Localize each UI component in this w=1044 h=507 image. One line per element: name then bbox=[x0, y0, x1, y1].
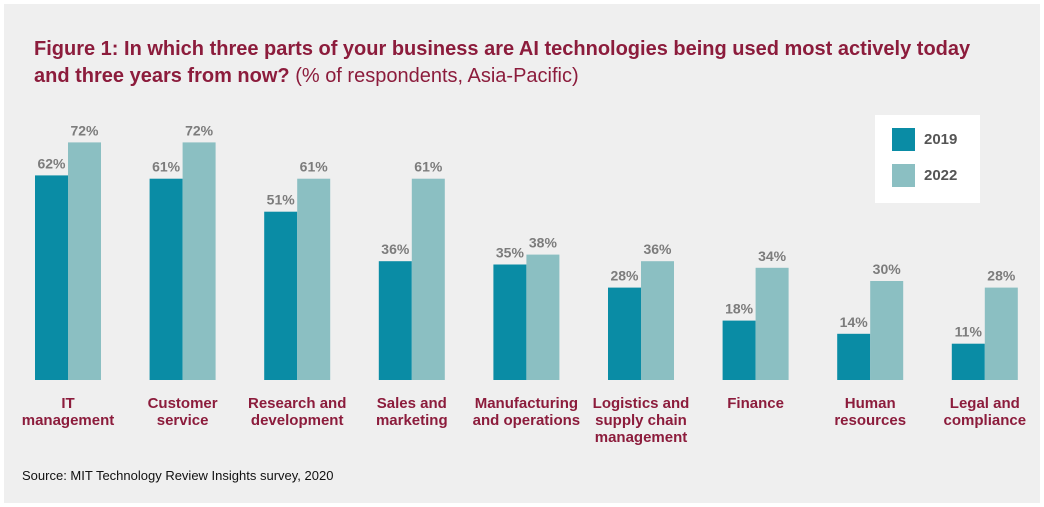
bar bbox=[493, 264, 527, 380]
x-tick-label: Research and development bbox=[247, 395, 347, 429]
value-label: 72% bbox=[70, 122, 99, 138]
value-label: 51% bbox=[267, 192, 296, 208]
chart-subtitle: (% of respondents, Asia-Pacific) bbox=[295, 65, 579, 87]
x-tick-label: Customer service bbox=[147, 395, 218, 429]
bar bbox=[297, 178, 331, 380]
title-block: Figure 1: In which three parts of your b… bbox=[34, 36, 994, 90]
x-tick-label: IT management bbox=[21, 395, 115, 429]
x-tick-label: Legal and compliance bbox=[943, 395, 1027, 429]
bar bbox=[526, 254, 560, 380]
bar bbox=[641, 261, 674, 380]
value-label: 30% bbox=[873, 261, 902, 277]
bar bbox=[755, 267, 789, 380]
bar bbox=[722, 320, 756, 380]
legend-label: 2022 bbox=[924, 167, 957, 184]
legend-label: 2019 bbox=[924, 131, 957, 148]
source: Source: MIT Technology Review Insights s… bbox=[22, 468, 334, 483]
chart-title: Figure 1: In which three parts of your b… bbox=[34, 38, 971, 87]
value-label: 35% bbox=[496, 245, 525, 261]
bar bbox=[411, 178, 445, 380]
value-label: 28% bbox=[610, 268, 639, 284]
value-label: 34% bbox=[758, 248, 787, 264]
x-tick-label: Human resources bbox=[834, 395, 907, 429]
value-label: 62% bbox=[37, 155, 66, 171]
x-tick-label: Finance bbox=[727, 395, 784, 412]
value-label: 36% bbox=[643, 241, 672, 257]
x-tick-label: Sales and marketing bbox=[375, 395, 448, 429]
value-label: 11% bbox=[955, 324, 983, 340]
chart-area: Figure 1: In which three parts of your b… bbox=[4, 4, 1040, 503]
bar bbox=[608, 287, 641, 380]
bar bbox=[149, 178, 183, 380]
value-label: 18% bbox=[725, 301, 754, 317]
value-label: 61% bbox=[152, 159, 181, 175]
legend-swatch bbox=[892, 128, 915, 151]
value-label: 61% bbox=[300, 159, 329, 175]
bar bbox=[35, 175, 68, 380]
bar bbox=[68, 142, 101, 380]
bar bbox=[264, 211, 298, 380]
value-label: 28% bbox=[987, 268, 1016, 284]
value-label: 72% bbox=[185, 122, 214, 138]
x-tick-label: Manufacturing and operations bbox=[472, 395, 581, 429]
bar bbox=[951, 343, 985, 380]
value-label: 36% bbox=[381, 241, 410, 257]
bar bbox=[984, 287, 1018, 380]
value-label: 61% bbox=[414, 159, 443, 175]
legend-swatch bbox=[892, 164, 915, 187]
bar bbox=[870, 281, 904, 380]
value-label: 38% bbox=[529, 235, 558, 251]
plot: 62%72%61%72%51%61%36%61%35%38%28%36%18%3… bbox=[35, 115, 1018, 380]
bar bbox=[182, 142, 216, 380]
legend-box bbox=[875, 115, 980, 203]
value-label: 14% bbox=[840, 314, 869, 330]
bar bbox=[378, 261, 412, 380]
bar bbox=[837, 333, 871, 380]
x-tick-label: Logistics and supply chain management bbox=[592, 395, 690, 446]
